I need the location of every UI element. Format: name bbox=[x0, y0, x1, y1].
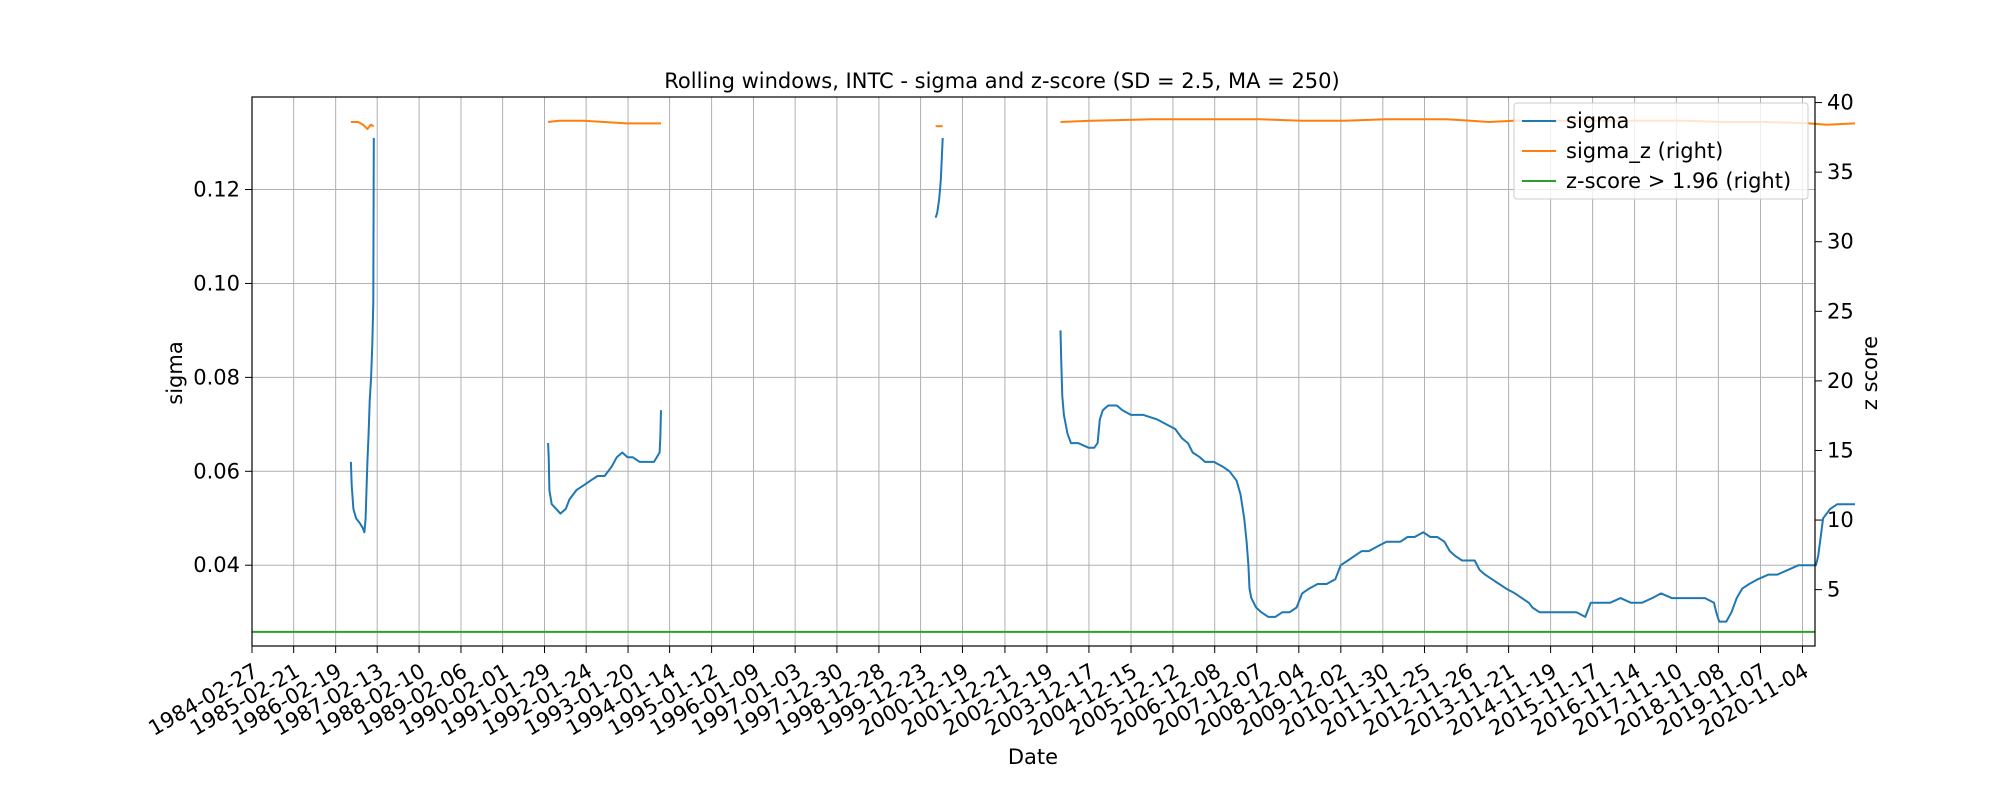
y-axis-label-right: z score bbox=[1858, 336, 1882, 410]
series-line-sigma_z bbox=[547, 119, 661, 125]
x-axis-label: Date bbox=[1008, 745, 1058, 769]
series-line-sigma bbox=[934, 137, 944, 219]
y-tick-label-left: 0.04 bbox=[193, 553, 240, 577]
y-tick-label-right: 5 bbox=[1827, 578, 1840, 602]
plot-frame bbox=[251, 96, 1816, 647]
y-tick-label-right: 30 bbox=[1827, 230, 1854, 254]
y-tick-label-right: 25 bbox=[1827, 299, 1854, 323]
y-tick-label-right: 15 bbox=[1827, 438, 1854, 462]
y-axis-label-left: sigma bbox=[163, 341, 187, 404]
chart-title: Rolling windows, INTC - sigma and z-scor… bbox=[664, 69, 1339, 93]
legend-label-sigma-z: sigma_z (right) bbox=[1566, 139, 1723, 164]
series-line-sigma bbox=[547, 410, 662, 515]
y-tick-label-right: 20 bbox=[1827, 369, 1854, 393]
y-tick-label-right: 40 bbox=[1827, 91, 1854, 115]
y-tick-label-right: 10 bbox=[1827, 508, 1854, 532]
series-line-sigma_z bbox=[350, 121, 375, 130]
grid-layer bbox=[251, 97, 1815, 646]
legend: sigma sigma_z (right) z-score > 1.96 (ri… bbox=[1513, 102, 1809, 200]
y-tick-label-left: 0.06 bbox=[193, 459, 240, 483]
tick-layer: 1984-02-271985-02-211986-02-191987-02-13… bbox=[144, 91, 1853, 741]
y-tick-label-left: 0.08 bbox=[193, 365, 240, 389]
legend-label-threshold: z-score > 1.96 (right) bbox=[1566, 169, 1791, 193]
series-line-sigma bbox=[349, 137, 375, 534]
series-line-sigma bbox=[1059, 330, 1855, 623]
y-tick-label-left: 0.12 bbox=[193, 178, 240, 202]
legend-box bbox=[1513, 102, 1809, 200]
series-layer bbox=[252, 118, 1856, 633]
legend-label-sigma: sigma bbox=[1566, 109, 1629, 133]
y-tick-label-right: 35 bbox=[1827, 160, 1854, 184]
y-tick-label-left: 0.10 bbox=[193, 271, 240, 295]
